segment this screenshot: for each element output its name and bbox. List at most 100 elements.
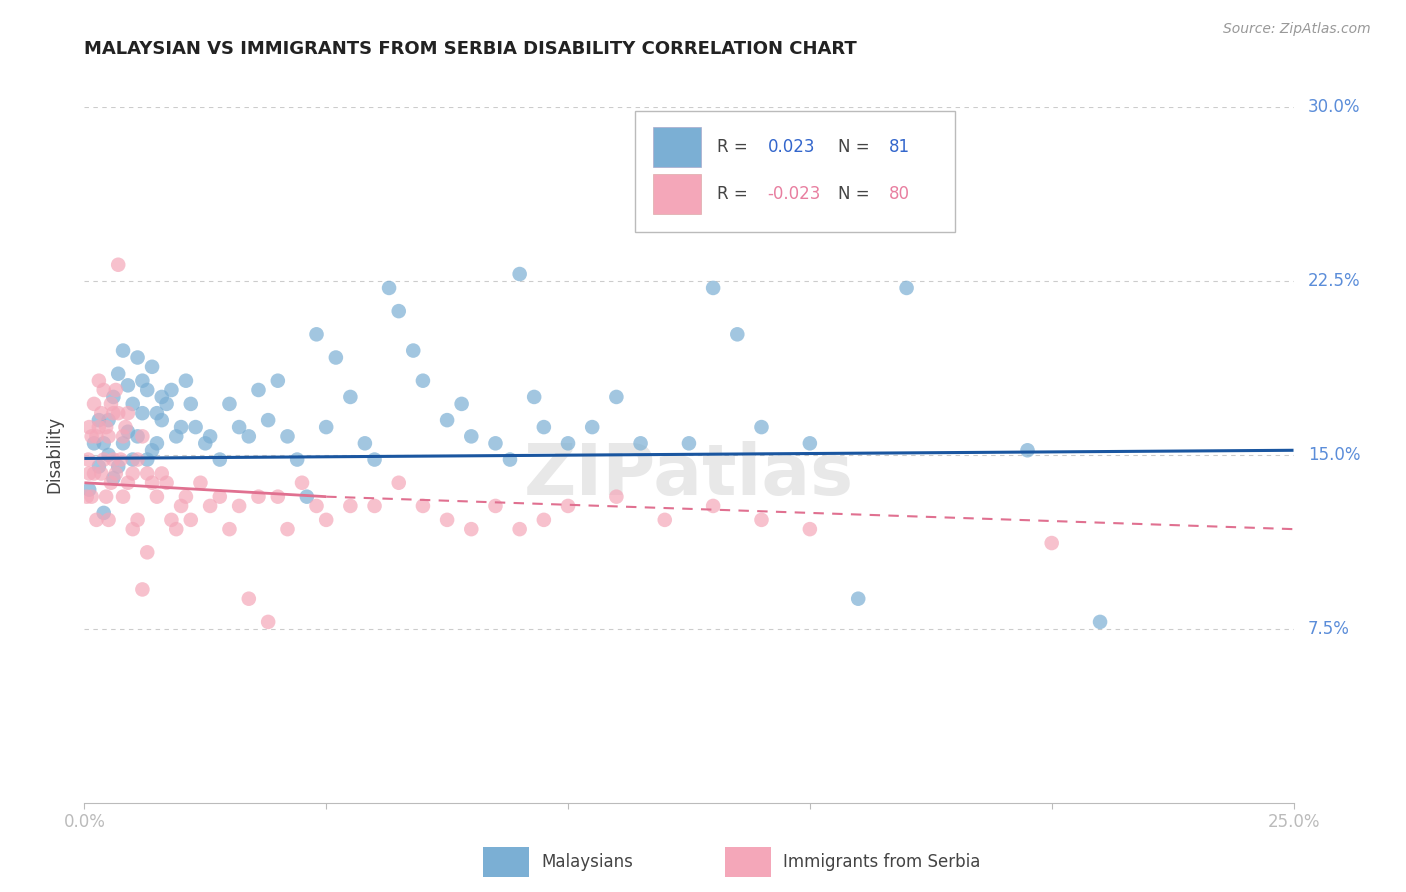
Text: 30.0%: 30.0% (1308, 98, 1361, 116)
Point (402, 343, 425, 358)
Point (86, 429, 108, 443)
Point (150, 467, 173, 481)
Text: 22.5%: 22.5% (1308, 272, 1361, 290)
Point (257, 413, 280, 427)
Point (276, 522, 298, 536)
Point (100, 397, 122, 411)
Point (412, 374, 434, 388)
Text: Immigrants from Serbia: Immigrants from Serbia (783, 853, 980, 871)
Point (141, 475, 163, 490)
Point (460, 522, 482, 536)
Point (93, 436, 115, 450)
Point (117, 406, 139, 420)
Text: 0.023: 0.023 (768, 137, 815, 156)
Point (509, 522, 531, 536)
Point (190, 475, 212, 490)
Point (799, 436, 821, 450)
Point (155, 475, 177, 490)
Point (114, 420, 136, 434)
Point (257, 615, 280, 629)
Point (87, 374, 110, 388)
Point (170, 499, 193, 513)
Point (174, 490, 197, 504)
Text: N =: N = (838, 137, 875, 156)
Point (160, 513, 183, 527)
Point (654, 513, 676, 527)
Point (121, 522, 143, 536)
Bar (484, 847, 529, 877)
Point (654, 142, 676, 156)
Point (94, 490, 117, 504)
Point (198, 499, 221, 513)
Point (131, 374, 153, 388)
Point (97, 429, 120, 443)
Text: MALAYSIAN VS IMMIGRANTS FROM SERBIA DISABILITY CORRELATION CHART: MALAYSIAN VS IMMIGRANTS FROM SERBIA DISA… (84, 40, 858, 58)
Point (136, 467, 159, 481)
Point (77, 420, 100, 434)
Point (104, 383, 127, 397)
Point (77, 452, 100, 467)
Point (208, 490, 231, 504)
Point (100, 475, 122, 490)
Point (86, 513, 108, 527)
Point (83, 436, 105, 450)
Point (93, 452, 115, 467)
Point (533, 420, 555, 434)
Point (117, 475, 139, 490)
Point (533, 513, 555, 527)
Point (605, 390, 627, 404)
Point (509, 267, 531, 281)
Point (325, 351, 347, 365)
Point (146, 490, 169, 504)
Point (276, 429, 298, 443)
Point (104, 467, 127, 481)
Point (678, 436, 700, 450)
Point (218, 397, 240, 411)
Point (97, 448, 120, 462)
Point (605, 490, 627, 504)
Point (751, 513, 773, 527)
Point (523, 390, 546, 404)
Bar (652, 174, 702, 214)
Point (136, 452, 159, 467)
Point (436, 513, 458, 527)
Point (339, 499, 361, 513)
Text: -0.023: -0.023 (768, 185, 821, 203)
Point (896, 281, 918, 295)
Point (90, 406, 112, 420)
Point (112, 429, 135, 443)
Point (363, 452, 385, 467)
Point (146, 406, 169, 420)
Point (267, 374, 290, 388)
Point (702, 499, 724, 513)
Point (198, 429, 221, 443)
Point (174, 374, 197, 388)
Point (388, 475, 411, 490)
Point (131, 582, 153, 597)
Point (127, 351, 149, 365)
Point (87, 420, 110, 434)
Point (141, 359, 163, 374)
Point (80, 429, 103, 443)
Point (305, 499, 328, 513)
Point (155, 397, 177, 411)
Point (141, 443, 163, 458)
Point (165, 429, 187, 443)
Text: Source: ZipAtlas.com: Source: ZipAtlas.com (1223, 22, 1371, 37)
Point (83, 397, 105, 411)
Point (76, 490, 98, 504)
Point (121, 467, 143, 481)
Point (557, 499, 579, 513)
Point (121, 397, 143, 411)
Point (107, 367, 129, 381)
Point (117, 425, 139, 439)
Bar (725, 847, 770, 877)
Text: Malaysians: Malaysians (541, 853, 633, 871)
Point (87, 413, 110, 427)
Point (87, 459, 110, 474)
Point (131, 406, 153, 420)
Point (339, 390, 361, 404)
Point (484, 499, 506, 513)
Point (460, 429, 482, 443)
Point (127, 452, 149, 467)
